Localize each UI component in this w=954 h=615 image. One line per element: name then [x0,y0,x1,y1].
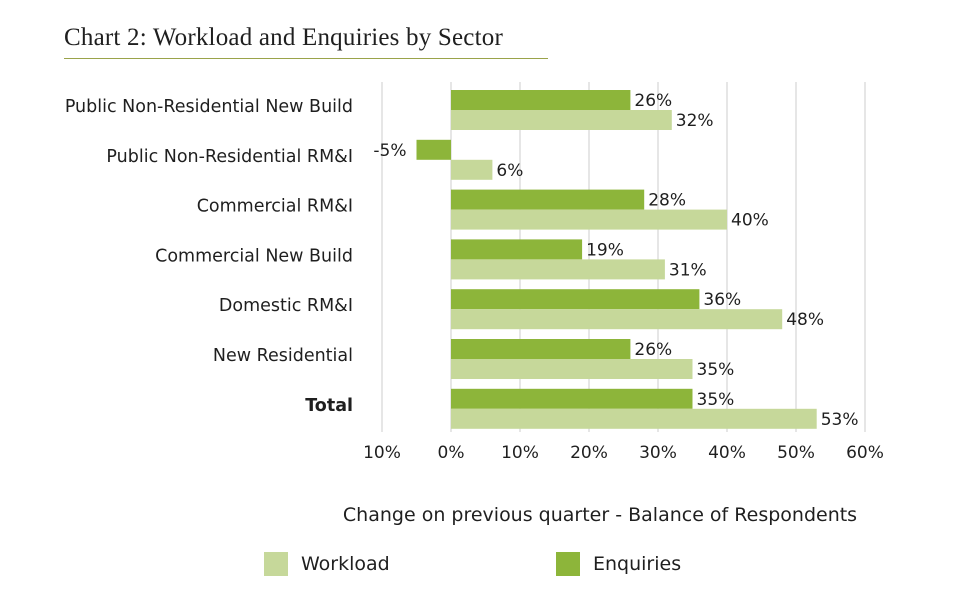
bar-enquiries [451,90,631,110]
bar-workload [451,209,727,230]
data-label-enquiries: 19% [586,240,624,260]
bar-enquiries [451,388,693,409]
bar-workload [451,159,493,180]
category-label: Commercial New Build [155,246,353,266]
x-tick-label: 10% [363,443,401,463]
data-label-enquiries: 26% [634,340,672,360]
bar-enquiries [451,289,700,310]
bar-enquiries [416,139,451,160]
chart-title: Chart 2: Workload and Enquiries by Secto… [64,24,503,51]
data-label-enquiries: 26% [634,91,672,111]
data-label-enquiries: 28% [648,191,686,211]
x-tick-label: 50% [777,443,815,463]
data-label-workload: 6% [496,161,523,181]
category-label: Domestic RM&I [219,296,353,316]
category-label: Public Non-Residential RM&I [106,147,353,167]
category-label: New Residential [213,346,353,366]
data-label-workload: 31% [669,260,707,280]
legend-item-workload: Workload [264,552,390,576]
data-label-workload: 32% [676,111,714,131]
bar-enquiries [451,339,631,359]
bar-workload [451,110,672,130]
legend-label-workload: Workload [301,553,390,575]
category-label: Public Non-Residential New Build [65,97,353,117]
data-labels: 26%32%-5%6%28%40%19%31%36%48%26%35%35%53… [373,91,858,430]
legend-label-enquiries: Enquiries [593,553,682,575]
bar-enquiries [451,189,645,210]
bar-workload [451,359,693,379]
data-label-enquiries: -5% [373,141,406,161]
category-labels: Public Non-Residential New Build Public N… [65,97,353,416]
category-label: Commercial RM&I [197,197,353,217]
data-label-workload: 53% [821,410,859,430]
title-underline [64,58,548,59]
x-tick-label: 20% [570,443,608,463]
data-label-workload: 35% [697,360,735,380]
data-label-enquiries: 36% [703,290,741,310]
data-label-workload: 48% [786,310,824,330]
x-tick-label: 60% [846,443,884,463]
bars [416,90,817,429]
bar-chart: 26%32%-5%6%28%40%19%31%36%48%26%35%35%53… [65,82,884,463]
legend-item-enquiries: Enquiries [556,552,681,576]
bar-workload [451,309,783,330]
x-tick-label: 10% [501,443,539,463]
bar-workload [451,259,665,280]
legend-swatch-enquiries [556,552,580,576]
bar-enquiries [451,239,583,260]
x-tick-labels: 10% 0% 10% 20% 30% 40% 50% 60% [363,443,884,463]
x-tick-label: 0% [438,443,465,463]
x-tick-label: 30% [639,443,677,463]
legend-swatch-workload [264,552,288,576]
x-axis-title: Change on previous quarter - Balance of … [342,504,858,526]
x-tick-label: 40% [708,443,746,463]
data-label-enquiries: 35% [697,390,735,410]
data-label-workload: 40% [731,211,769,231]
category-label: Total [305,396,353,416]
bar-workload [451,408,817,429]
